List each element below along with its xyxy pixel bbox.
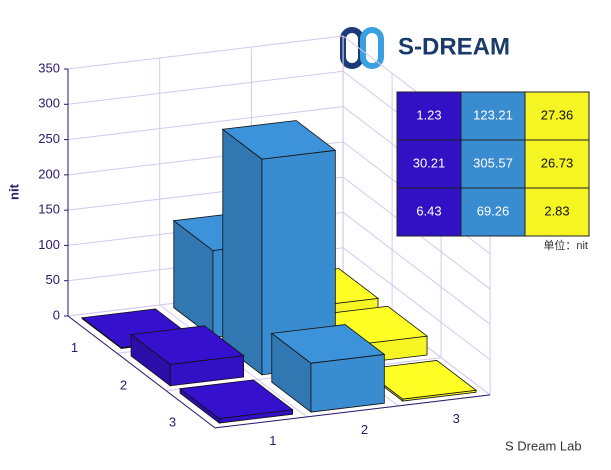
table-cell <box>396 139 462 189</box>
z-tick-label: 0 <box>53 307 60 322</box>
table-value: 305.57 <box>473 155 513 170</box>
table-value: 6.43 <box>416 203 441 218</box>
bar-side <box>222 128 263 376</box>
z-tick-label: 50 <box>46 272 60 287</box>
row-label: 2 <box>120 377 127 392</box>
z-tick-label: 300 <box>38 96 60 111</box>
row-label: 3 <box>169 415 176 430</box>
col-label: 1 <box>269 433 276 448</box>
bar-top <box>179 379 294 419</box>
col-label: 2 <box>361 422 368 437</box>
z-tick-label: 350 <box>38 60 60 75</box>
bar-top <box>270 324 386 364</box>
row-label: 1 <box>71 340 78 355</box>
table-cell <box>396 187 462 237</box>
z-tick-label: 250 <box>38 131 60 146</box>
table-note: 单位：nit <box>543 238 588 252</box>
table-cell <box>460 139 526 189</box>
z-tick-label: 200 <box>38 166 60 181</box>
bar-top <box>130 325 245 365</box>
table-value: 27.36 <box>541 107 574 122</box>
table-value: 26.73 <box>541 155 574 170</box>
watermark: S Dream Lab <box>505 438 582 453</box>
table-value: 1.23 <box>416 107 441 122</box>
table-cell <box>524 187 590 237</box>
table-value: 30.21 <box>413 155 446 170</box>
table-value: 2.83 <box>544 203 569 218</box>
table-value: 123.21 <box>473 107 513 122</box>
logo: S-DREAM <box>398 33 510 60</box>
col-label: 3 <box>453 411 460 426</box>
z-tick-label: 150 <box>38 202 60 217</box>
bar-front <box>310 353 385 413</box>
table-cell <box>396 91 462 141</box>
floor-axis <box>67 315 491 429</box>
table-cell <box>460 187 526 237</box>
table-value: 69.26 <box>477 203 510 218</box>
bar-top <box>221 120 337 160</box>
bar-top <box>362 360 478 400</box>
z-tick-label: 100 <box>38 237 60 252</box>
z-axis-label: nit <box>6 183 21 200</box>
